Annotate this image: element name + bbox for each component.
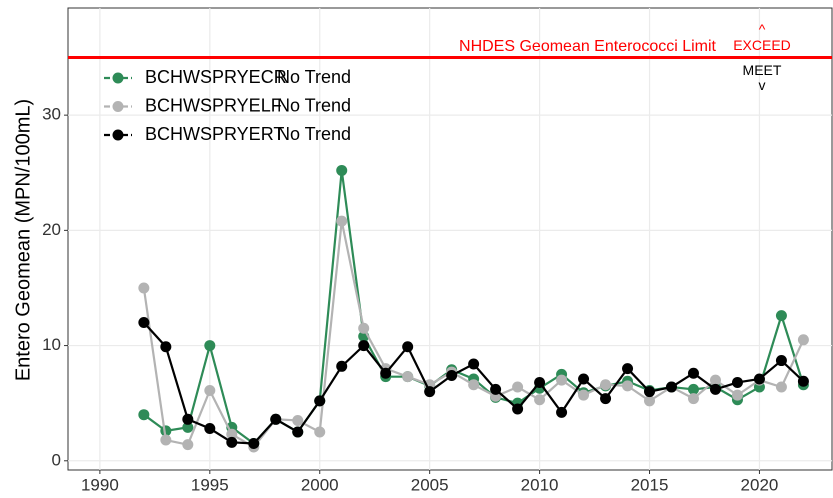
point (204, 423, 216, 435)
point (622, 363, 634, 375)
point (314, 426, 326, 438)
point (336, 360, 348, 372)
point (600, 379, 612, 391)
exceed-label: EXCEED (733, 37, 791, 53)
point (775, 381, 787, 393)
legend-trend: No Trend (277, 67, 351, 87)
point (622, 380, 634, 392)
x-tick-label: 2010 (521, 475, 559, 494)
point (270, 413, 282, 425)
point (138, 282, 150, 294)
point (687, 383, 699, 395)
point (358, 322, 370, 334)
point (336, 164, 348, 176)
point (358, 340, 370, 352)
point (666, 381, 678, 393)
legend-label: BCHWSPRYERT (145, 124, 284, 144)
point (687, 393, 699, 405)
point (753, 373, 765, 385)
point (556, 406, 568, 418)
point (775, 355, 787, 367)
legend-trend: No Trend (277, 124, 351, 144)
exceed-arrow: ^ (759, 21, 766, 37)
point (512, 403, 524, 415)
point (556, 374, 568, 386)
point (600, 393, 612, 405)
point (446, 370, 458, 382)
point (380, 367, 392, 379)
x-tick-label: 1995 (191, 475, 229, 494)
point (468, 358, 480, 370)
y-tick-label: 0 (52, 450, 61, 469)
point (644, 386, 656, 398)
point (204, 340, 216, 352)
point (292, 426, 304, 438)
point (402, 371, 414, 383)
y-axis-title: Entero Geomean (MPN/100mL) (12, 99, 34, 381)
point (731, 389, 743, 401)
meet-arrow: v (759, 77, 766, 93)
point (138, 317, 150, 329)
point (314, 395, 326, 407)
plot-background (67, 7, 833, 471)
point (731, 376, 743, 388)
y-tick-label: 10 (42, 335, 61, 354)
point (138, 409, 150, 421)
point (512, 381, 524, 393)
point (226, 436, 238, 448)
point (578, 373, 590, 385)
x-tick-label: 2020 (741, 475, 779, 494)
x-tick-label: 2015 (631, 475, 669, 494)
point (402, 341, 414, 353)
point (490, 383, 502, 395)
point (160, 434, 172, 446)
legend-label: BCHWSPRYELF (145, 95, 282, 115)
legend-label: BCHWSPRYECR (145, 67, 287, 87)
point (292, 414, 304, 426)
legend-trend: No Trend (277, 95, 351, 115)
point (182, 413, 194, 425)
point (204, 385, 216, 397)
point (797, 375, 809, 387)
legend-marker (112, 101, 124, 112)
legend-marker (112, 129, 124, 141)
meet-label: MEET (743, 62, 782, 78)
point (226, 428, 238, 440)
point (578, 389, 590, 401)
y-tick-label: 20 (42, 220, 61, 239)
y-tick-label: 30 (42, 105, 61, 124)
legend-marker (112, 72, 124, 84)
point (644, 395, 656, 407)
threshold-label: NHDES Geomean Enterococci Limit (459, 38, 717, 55)
point (424, 386, 436, 398)
point (248, 438, 260, 450)
point (534, 394, 546, 406)
point (709, 383, 721, 395)
point (775, 310, 787, 322)
x-tick-label: 1990 (81, 475, 119, 494)
point (709, 374, 721, 386)
point (182, 421, 194, 433)
point (182, 439, 194, 451)
x-tick-label: 2000 (301, 475, 339, 494)
point (160, 341, 172, 353)
point (797, 334, 809, 346)
x-tick-label: 2005 (411, 475, 449, 494)
point (534, 376, 546, 388)
point (687, 367, 699, 379)
point (336, 215, 348, 227)
point (468, 379, 480, 391)
